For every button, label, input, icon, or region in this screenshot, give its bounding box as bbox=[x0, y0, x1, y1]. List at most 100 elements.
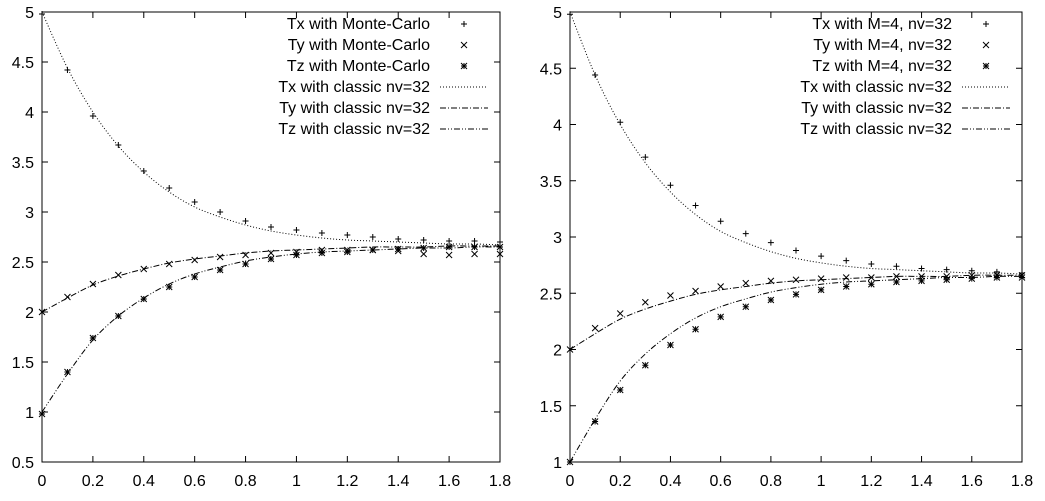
data-point bbox=[893, 273, 900, 280]
data-point bbox=[268, 224, 274, 230]
legend-marker-stroke bbox=[982, 62, 990, 70]
data-point bbox=[842, 274, 850, 281]
data-point-stroke bbox=[165, 260, 173, 268]
data-point bbox=[140, 168, 147, 174]
data-point-stroke bbox=[893, 278, 900, 286]
legend-label: Ty with Monte-Carlo bbox=[288, 37, 430, 54]
data-point-stroke bbox=[742, 303, 750, 311]
data-point-stroke bbox=[767, 296, 775, 304]
data-point bbox=[420, 250, 428, 258]
data-point-stroke bbox=[216, 253, 224, 261]
series-line bbox=[569, 275, 1023, 463]
y-tick-label: 5 bbox=[553, 5, 562, 22]
data-point bbox=[692, 325, 699, 333]
data-point-stroke bbox=[369, 246, 377, 254]
left-plot: 0.5 1 1.5 2 2.5 3 3.5 4 4.5 5 0 0.2 0.4 0.6 0.8 1 1.2 1.4… bbox=[12, 5, 511, 490]
data-point bbox=[767, 296, 775, 304]
x-tick-label: 0 bbox=[566, 473, 575, 490]
data-point bbox=[217, 209, 224, 215]
x-tick-label: 1 bbox=[817, 473, 826, 490]
data-point-stroke bbox=[817, 275, 825, 282]
x-tick-label: 0.4 bbox=[659, 473, 681, 490]
data-point bbox=[843, 257, 850, 264]
data-point bbox=[817, 275, 825, 282]
data-point-stroke bbox=[1018, 274, 1026, 281]
data-point bbox=[191, 199, 198, 205]
legend-label: Tx with Monte-Carlo bbox=[287, 16, 430, 33]
legend-marker bbox=[460, 62, 468, 70]
series-ty-with-m-4-nv-32 bbox=[566, 271, 1026, 353]
series-tx-with-classic-nv-32 bbox=[569, 11, 1023, 275]
data-point-stroke bbox=[692, 287, 699, 295]
x-tick-label: 1.2 bbox=[860, 473, 882, 490]
y-tick-label: 4.5 bbox=[12, 55, 34, 72]
y-tick-label: 1.5 bbox=[540, 399, 562, 416]
data-point-stroke bbox=[817, 286, 825, 294]
x-tick-label: 1.6 bbox=[961, 473, 983, 490]
series-ty-with-classic-nv-32 bbox=[569, 274, 1022, 350]
data-point bbox=[242, 260, 249, 268]
data-point-stroke bbox=[893, 273, 900, 280]
legend-marker-stroke bbox=[460, 62, 468, 70]
series-tz-with-monte-carlo bbox=[38, 243, 504, 418]
data-point bbox=[641, 298, 649, 306]
data-point bbox=[140, 295, 148, 303]
y-tick-label: 3.5 bbox=[540, 174, 562, 191]
series-tx-with-monte-carlo bbox=[39, 11, 503, 245]
data-point-stroke bbox=[216, 266, 224, 274]
x-tick-label: 0.6 bbox=[184, 473, 206, 490]
data-point bbox=[420, 237, 427, 243]
y-tick-label: 2.5 bbox=[12, 255, 34, 272]
y-tick-label: 4 bbox=[553, 118, 562, 135]
series-tx-with-m-4-nv-32 bbox=[567, 11, 1025, 276]
y-tick-label: 0.5 bbox=[12, 455, 34, 472]
data-point-stroke bbox=[641, 298, 649, 306]
x-tick-label: 1.8 bbox=[489, 473, 511, 490]
data-point bbox=[318, 230, 325, 236]
y-tick-label: 1.5 bbox=[12, 355, 34, 372]
data-point bbox=[165, 283, 173, 291]
data-point-stroke bbox=[38, 410, 46, 418]
data-point bbox=[817, 286, 825, 294]
y-tick-label: 3 bbox=[25, 205, 34, 222]
data-point bbox=[446, 238, 453, 244]
data-point bbox=[792, 276, 800, 284]
data-point-stroke bbox=[742, 279, 750, 287]
data-point-stroke bbox=[616, 310, 624, 317]
data-point-stroke bbox=[792, 291, 800, 298]
legend-label: Ty with classic nv=32 bbox=[279, 100, 430, 117]
data-point bbox=[893, 263, 900, 270]
legend-marker bbox=[982, 62, 990, 70]
x-tick-label: 1.8 bbox=[1011, 473, 1033, 490]
y-tick-label: 4.5 bbox=[540, 61, 562, 78]
x-tick-label: 1 bbox=[292, 473, 301, 490]
data-point bbox=[395, 236, 402, 242]
data-point-stroke bbox=[242, 260, 249, 268]
data-point-stroke bbox=[867, 274, 875, 281]
legend-label: Tx with classic nv=32 bbox=[278, 79, 430, 96]
data-point bbox=[867, 280, 875, 288]
series-line bbox=[41, 11, 501, 246]
data-point bbox=[692, 287, 699, 295]
x-tick-label: 0.2 bbox=[609, 473, 631, 490]
data-point bbox=[369, 234, 376, 240]
data-point bbox=[717, 313, 725, 321]
data-point bbox=[591, 418, 599, 425]
data-point-stroke bbox=[420, 250, 428, 258]
data-point bbox=[471, 250, 478, 258]
x-tick-label: 0.2 bbox=[82, 473, 104, 490]
data-point-stroke bbox=[667, 341, 674, 349]
series-line bbox=[569, 11, 1023, 275]
data-point bbox=[64, 67, 71, 73]
data-point bbox=[191, 256, 199, 264]
data-point-stroke bbox=[165, 283, 173, 291]
legend-label: Tz with Monte-Carlo bbox=[287, 58, 430, 75]
data-point bbox=[692, 202, 699, 209]
data-point bbox=[818, 253, 825, 260]
data-point bbox=[293, 227, 300, 233]
series-tz-with-m-4-nv-32 bbox=[566, 274, 1026, 466]
series-line bbox=[41, 246, 501, 413]
x-tick-label: 0.8 bbox=[234, 473, 256, 490]
data-point-stroke bbox=[616, 386, 624, 394]
